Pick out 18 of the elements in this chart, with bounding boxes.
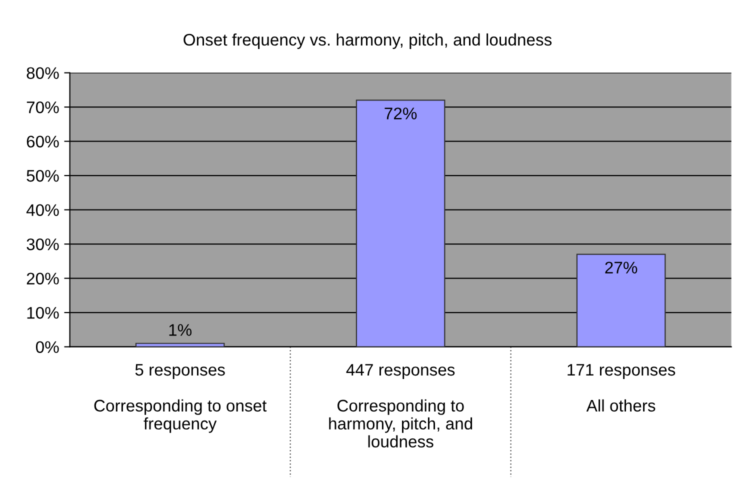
- y-tick-label: 20%: [26, 272, 59, 284]
- bar: [576, 254, 666, 347]
- data-label: 27%: [605, 262, 638, 274]
- y-tick-label: 60%: [26, 136, 59, 148]
- y-tick-label: 30%: [26, 238, 59, 250]
- bar: [356, 100, 446, 347]
- y-tick-label: 0%: [36, 341, 59, 353]
- y-tick-label: 80%: [26, 67, 59, 80]
- category-label: 171 responses All others: [568, 364, 676, 412]
- chart-title: Onset frequency vs. harmony, pitch, and loudness: [184, 33, 552, 49]
- y-tick-label: 50%: [26, 170, 59, 182]
- category-label: 447 responses Corresponding to harmony, pitch, and loudness: [329, 364, 472, 448]
- data-label: 72%: [384, 108, 417, 120]
- y-tick-label: 40%: [26, 204, 59, 216]
- category-label: 5 responses Corresponding to onset frequency: [94, 364, 267, 433]
- y-tick-label: 70%: [26, 101, 59, 114]
- y-tick-label: 10%: [27, 306, 59, 319]
- data-label: 1%: [169, 324, 192, 336]
